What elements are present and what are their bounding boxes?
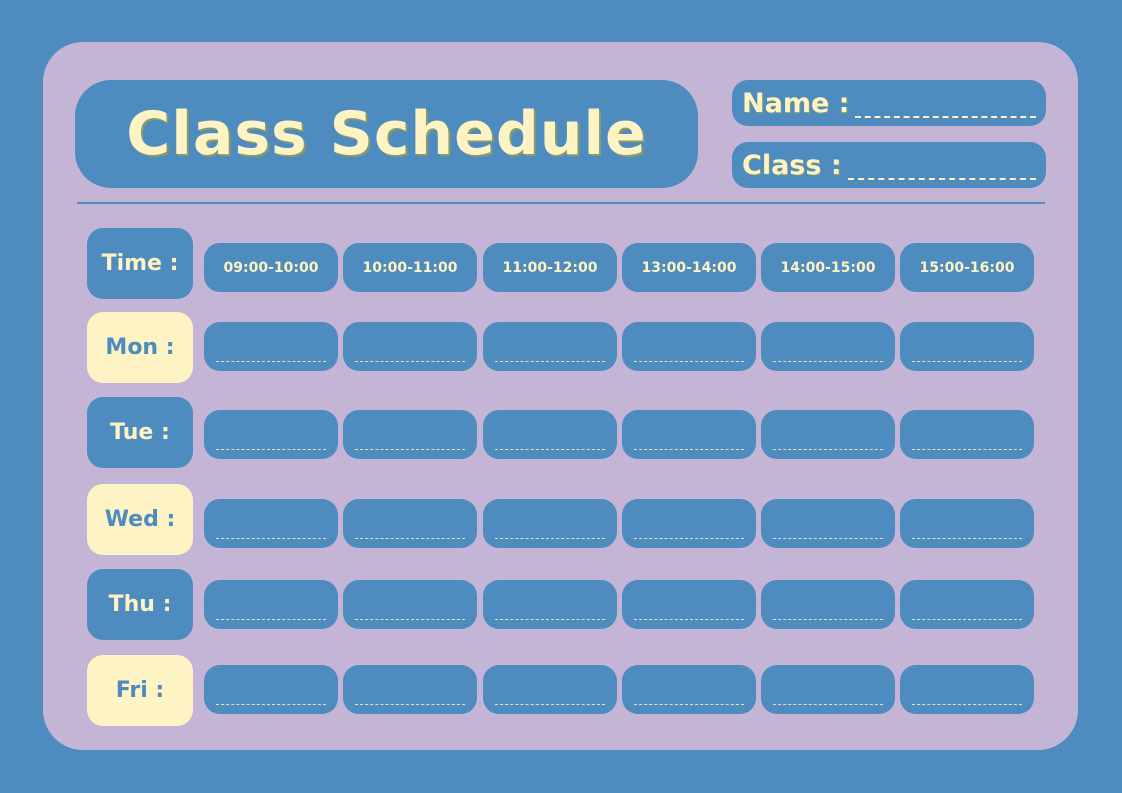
cell-write-line (912, 704, 1022, 705)
cell-write-line (216, 449, 326, 450)
cell-write-line (912, 361, 1022, 362)
schedule-cell[interactable] (900, 410, 1034, 459)
day-label: Wed : (87, 484, 193, 555)
time-slot-text: 15:00-16:00 (919, 259, 1015, 276)
cell-write-line (355, 704, 465, 705)
schedule-cell[interactable] (343, 580, 477, 629)
cell-write-line (773, 449, 883, 450)
schedule-cell[interactable] (204, 322, 338, 371)
page-title: Class Schedule (126, 99, 647, 169)
schedule-cell[interactable] (483, 499, 617, 548)
cell-write-line (355, 538, 465, 539)
schedule-cell[interactable] (483, 665, 617, 714)
time-label: Time : (87, 228, 193, 299)
schedule-cell[interactable] (622, 499, 756, 548)
cell-write-line (912, 538, 1022, 539)
day-label: Mon : (87, 312, 193, 383)
schedule-cell[interactable] (761, 499, 895, 548)
schedule-cell[interactable] (622, 410, 756, 459)
schedule-cell[interactable] (900, 322, 1034, 371)
cell-write-line (773, 619, 883, 620)
name-label: Name : (742, 87, 850, 119)
cell-write-line (495, 704, 605, 705)
cell-write-line (634, 361, 744, 362)
cell-write-line (773, 704, 883, 705)
cell-write-line (773, 361, 883, 362)
schedule-cell[interactable] (204, 499, 338, 548)
title-banner: Class Schedule (75, 80, 698, 188)
time-slot-header: 14:00-15:00 (761, 243, 895, 292)
schedule-cell[interactable] (343, 410, 477, 459)
time-slot-header: 15:00-16:00 (900, 243, 1034, 292)
schedule-cell[interactable] (622, 665, 756, 714)
day-label: Fri : (87, 655, 193, 726)
cell-write-line (495, 619, 605, 620)
schedule-cell[interactable] (343, 665, 477, 714)
schedule-cell[interactable] (343, 322, 477, 371)
cell-write-line (634, 538, 744, 539)
schedule-cell[interactable] (900, 499, 1034, 548)
class-label: Class : (742, 149, 842, 181)
schedule-cell[interactable] (900, 580, 1034, 629)
schedule-cell[interactable] (204, 410, 338, 459)
time-slot-text: 11:00-12:00 (502, 259, 598, 276)
cell-write-line (355, 619, 465, 620)
cell-write-line (634, 619, 744, 620)
cell-write-line (495, 361, 605, 362)
cell-write-line (495, 449, 605, 450)
time-slot-header: 10:00-11:00 (343, 243, 477, 292)
cell-write-line (495, 538, 605, 539)
class-field[interactable]: Class : (732, 142, 1046, 188)
schedule-cell[interactable] (761, 665, 895, 714)
time-slot-text: 14:00-15:00 (780, 259, 876, 276)
cell-write-line (216, 619, 326, 620)
schedule-cell[interactable] (900, 665, 1034, 714)
cell-write-line (912, 449, 1022, 450)
cell-write-line (216, 538, 326, 539)
cell-write-line (773, 538, 883, 539)
cell-write-line (634, 449, 744, 450)
name-field[interactable]: Name : (732, 80, 1046, 126)
schedule-cell[interactable] (622, 322, 756, 371)
cell-write-line (355, 361, 465, 362)
divider (77, 202, 1045, 204)
schedule-cell[interactable] (483, 322, 617, 371)
time-slot-text: 09:00-10:00 (223, 259, 319, 276)
schedule-cell[interactable] (761, 580, 895, 629)
cell-write-line (912, 619, 1022, 620)
time-slot-header: 13:00-14:00 (622, 243, 756, 292)
time-slot-header: 11:00-12:00 (483, 243, 617, 292)
cell-write-line (216, 704, 326, 705)
schedule-cell[interactable] (483, 580, 617, 629)
time-slot-header: 09:00-10:00 (204, 243, 338, 292)
schedule-cell[interactable] (204, 580, 338, 629)
schedule-cell[interactable] (761, 410, 895, 459)
schedule-cell[interactable] (761, 322, 895, 371)
schedule-cell[interactable] (343, 499, 477, 548)
cell-write-line (355, 449, 465, 450)
class-input-line[interactable] (847, 178, 1036, 180)
schedule-cell[interactable] (622, 580, 756, 629)
cell-write-line (216, 361, 326, 362)
time-slot-text: 10:00-11:00 (362, 259, 458, 276)
schedule-cell[interactable] (204, 665, 338, 714)
time-slot-text: 13:00-14:00 (641, 259, 737, 276)
day-label: Thu : (87, 569, 193, 640)
schedule-cell[interactable] (483, 410, 617, 459)
day-label: Tue : (87, 397, 193, 468)
cell-write-line (634, 704, 744, 705)
name-input-line[interactable] (855, 116, 1036, 118)
